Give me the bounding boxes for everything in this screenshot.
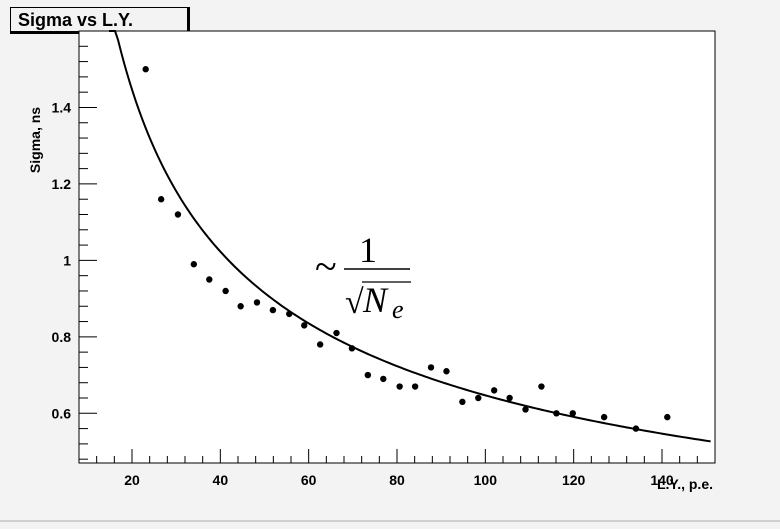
data-point <box>600 413 608 421</box>
y-tick-label: 1.4 <box>52 99 72 115</box>
data-point <box>427 364 435 371</box>
data-points <box>142 66 671 432</box>
fit-curve <box>109 30 711 443</box>
data-point <box>411 383 419 390</box>
formula-denominator-sub: e <box>392 295 404 324</box>
data-point <box>301 322 308 329</box>
data-point <box>333 329 340 337</box>
data-point <box>364 371 372 379</box>
data-point <box>506 394 513 402</box>
data-point <box>538 383 545 390</box>
x-axis-label: L.Y., p.e. <box>657 476 713 492</box>
y-tick-label: 1 <box>63 252 71 268</box>
data-point <box>569 410 576 417</box>
x-tick-label: 80 <box>389 472 405 488</box>
y-tick-label: 0.6 <box>52 405 72 421</box>
data-point <box>443 368 450 375</box>
data-point <box>316 341 324 348</box>
axis-ticks <box>78 30 716 463</box>
data-point <box>174 211 182 218</box>
y-tick-label: 1.2 <box>52 176 72 192</box>
x-tick-label: 20 <box>124 472 140 488</box>
formula-denominator-n: N <box>362 280 389 320</box>
data-point <box>348 345 356 352</box>
data-point <box>286 310 293 318</box>
data-point <box>253 299 261 306</box>
formula-radical: √ <box>345 284 364 321</box>
data-point <box>380 375 387 383</box>
data-point <box>664 413 671 421</box>
data-point <box>190 261 198 268</box>
x-tick-label: 140 <box>650 472 674 488</box>
data-point <box>206 276 213 283</box>
data-point <box>142 66 149 73</box>
page-divider <box>0 520 780 522</box>
data-point <box>396 383 403 390</box>
data-point <box>157 196 165 203</box>
data-point <box>522 406 529 413</box>
data-point <box>222 287 229 295</box>
data-point <box>459 398 466 406</box>
data-point <box>553 410 560 417</box>
formula-tilde: ~ <box>315 244 337 289</box>
data-point <box>632 425 640 432</box>
formula-annotation: ~ 1 √ N e <box>315 230 411 324</box>
x-tick-label: 100 <box>474 472 498 488</box>
y-tick-label: 0.8 <box>52 329 72 345</box>
x-tick-label: 40 <box>213 472 229 488</box>
formula-numerator: 1 <box>359 230 377 270</box>
tick-labels: 20 40 60 80 100 120 140 0.6 0.8 1 1.2 1.4 <box>52 99 674 488</box>
data-point <box>475 394 482 402</box>
data-point <box>490 387 498 394</box>
data-point <box>269 306 277 314</box>
x-tick-label: 60 <box>301 472 317 488</box>
y-axis-label: Sigma, ns <box>27 107 43 173</box>
data-point <box>237 303 244 310</box>
x-tick-label: 120 <box>562 472 586 488</box>
plot-frame <box>78 30 716 464</box>
